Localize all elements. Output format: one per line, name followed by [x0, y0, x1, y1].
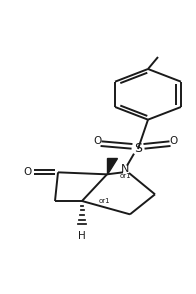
Text: O: O — [93, 136, 101, 146]
Text: H: H — [78, 231, 86, 241]
Text: O: O — [24, 167, 32, 177]
Text: or1: or1 — [98, 198, 110, 204]
Text: or1: or1 — [119, 173, 131, 179]
Text: S: S — [134, 143, 142, 156]
Text: O: O — [170, 136, 178, 146]
Polygon shape — [107, 158, 117, 174]
Text: N: N — [121, 164, 129, 174]
